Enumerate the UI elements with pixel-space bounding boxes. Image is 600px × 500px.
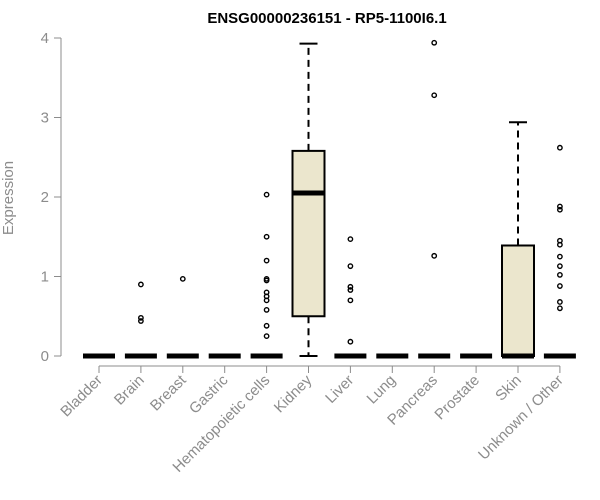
outlier-point [347, 338, 354, 345]
outlier-point [137, 318, 144, 324]
outlier-point [347, 287, 354, 293]
chart-title: ENSG00000236151 - RP5-1100I6.1 [207, 10, 446, 27]
outlier-point [137, 314, 144, 321]
outlier-point [557, 203, 563, 210]
outlier-point [557, 253, 563, 260]
box-group [166, 275, 199, 359]
x-tick-label: Breast [147, 371, 190, 414]
outlier-point [179, 275, 186, 282]
x-tick-label: Liver [322, 372, 357, 407]
outlier-point [263, 306, 270, 313]
iqr-box [291, 149, 326, 318]
x-tick-label: Brain [111, 372, 148, 409]
x-tick-label: Lung [364, 372, 400, 408]
outlier-point [137, 281, 144, 288]
x-tick-label: Kidney [271, 371, 316, 416]
box-group [418, 39, 451, 359]
outlier-point [263, 257, 270, 264]
outlier-point [347, 263, 354, 270]
y-axis-label: Expression [0, 161, 17, 235]
outlier-point [263, 191, 270, 198]
outlier-point [263, 322, 270, 329]
outlier-point [263, 297, 270, 304]
y-tick-label: 0 [41, 348, 49, 365]
x-tick-label: Prostate [431, 372, 483, 424]
y-tick-label: 4 [41, 30, 49, 47]
outlier-point [263, 277, 270, 284]
x-tick-label: Bladder [57, 372, 106, 421]
y-tick-label: 2 [41, 189, 49, 206]
outlier-point [557, 283, 563, 289]
outlier-point [557, 272, 563, 278]
outlier-point [431, 252, 438, 259]
y-tick-label: 1 [41, 269, 49, 286]
box-group [250, 191, 283, 359]
outlier-point [347, 283, 354, 290]
boxes-layer [83, 39, 576, 359]
box-group [543, 144, 576, 359]
x-tick-label: Skin [492, 372, 525, 405]
outlier-point [557, 241, 563, 248]
box-group [334, 236, 367, 359]
outlier-point [263, 333, 270, 340]
y-axis: 0 1 2 3 4 [41, 30, 62, 365]
outlier-point [263, 233, 270, 240]
outlier-point [347, 297, 354, 304]
box-group [124, 281, 157, 359]
outlier-point [557, 206, 563, 213]
outlier-point [557, 305, 563, 312]
outlier-point [431, 39, 438, 46]
outlier-point [557, 263, 563, 270]
outlier-point [557, 144, 563, 151]
box-group [501, 121, 535, 359]
box-group [291, 42, 326, 357]
outlier-point [431, 92, 438, 99]
outlier-point [557, 299, 563, 305]
iqr-box [501, 244, 535, 357]
y-tick-label: 3 [41, 110, 49, 127]
outlier-point [347, 236, 354, 243]
